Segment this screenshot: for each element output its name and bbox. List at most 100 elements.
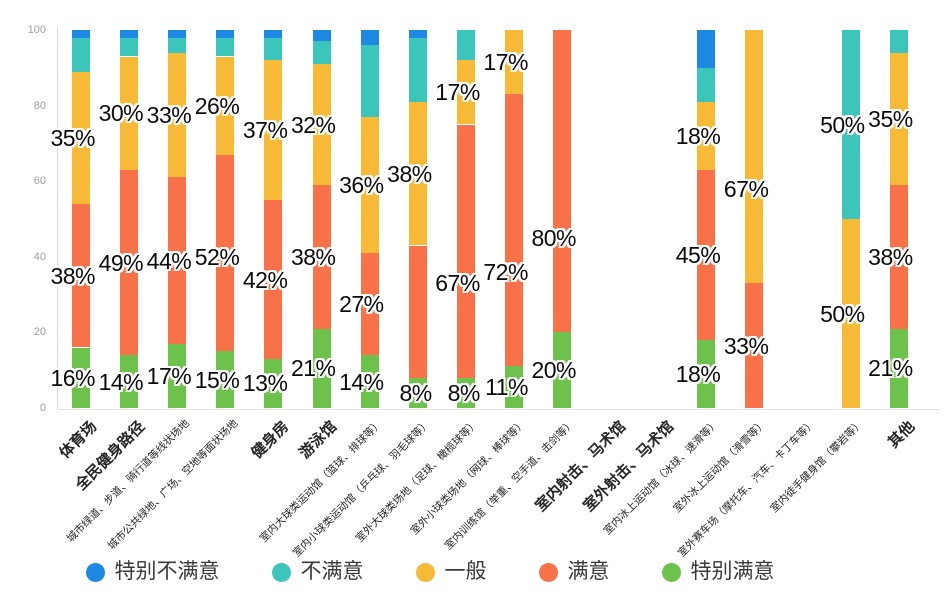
legend-label: 满意: [567, 560, 610, 583]
legend-label: 一般: [444, 560, 487, 583]
data-label: 26%: [194, 92, 240, 119]
bar-segment-satisfied: [168, 177, 187, 344]
legend-item-very-dissatisfied[interactable]: 特别不满意: [85, 560, 220, 584]
bar-segment-very-dissatisfied: [312, 30, 331, 42]
data-label: 30%: [98, 100, 144, 127]
bar-segment-dissatisfied: [312, 41, 331, 64]
data-label: 17%: [483, 49, 528, 76]
data-label: 38%: [387, 160, 432, 187]
bar-segment-neutral: [889, 52, 908, 185]
bar-segment-very-satisfied: [553, 332, 571, 408]
bar-segment-neutral: [72, 71, 90, 204]
data-label: 50%: [820, 300, 865, 327]
bar-segment-satisfied: [408, 245, 427, 378]
bar-segment-dissatisfied: [120, 37, 139, 57]
y-axis-tick-label: 60: [33, 175, 46, 188]
data-label: 18%: [675, 361, 721, 387]
bar-segment-satisfied: [697, 169, 716, 340]
y-axis-tick-label: 80: [33, 99, 46, 112]
y-axis-tick-label: 20: [33, 326, 46, 339]
x-axis-category-label: 其他: [884, 418, 918, 452]
bar-segment-very-dissatisfied: [360, 30, 379, 46]
data-label: 14%: [98, 368, 144, 395]
bar-segment-satisfied: [312, 185, 331, 329]
legend-item-satisfied[interactable]: 满意: [538, 560, 610, 584]
bar-segment-neutral: [456, 60, 475, 125]
bar-segment-very-satisfied: [456, 377, 475, 408]
data-label: 67%: [435, 270, 480, 297]
legend-color-dot-satisfied: [538, 562, 558, 582]
bar-segment-very-satisfied: [697, 340, 716, 408]
legend-item-neutral[interactable]: 一般: [415, 560, 487, 584]
data-label: 15%: [194, 366, 240, 393]
bar-segment-very-dissatisfied: [264, 30, 283, 38]
bar-segment-dissatisfied: [889, 30, 908, 53]
data-label: 35%: [50, 124, 95, 151]
bar-segment-dissatisfied: [168, 37, 187, 53]
data-label: 16%: [50, 364, 95, 391]
data-label: 33%: [146, 102, 192, 129]
bar-segment-very-dissatisfied: [72, 30, 90, 38]
bar-segment-satisfied: [216, 154, 235, 352]
data-label: 72%: [483, 258, 528, 285]
data-label: 50%: [820, 111, 865, 138]
x-axis-category-label: 室内徒手健身馆（攀岩等）: [767, 417, 866, 515]
x-axis-line: [57, 409, 940, 410]
bar-segment-neutral: [841, 219, 860, 408]
y-axis-tick-label: 0: [39, 402, 46, 414]
data-label: 38%: [868, 243, 913, 270]
legend-label: 不满意: [300, 560, 364, 583]
data-label: 8%: [399, 379, 432, 406]
data-label: 37%: [242, 117, 288, 144]
data-label: 35%: [868, 105, 913, 132]
legend-color-dot-neutral: [415, 562, 435, 582]
bar-segment-satisfied: [120, 169, 139, 356]
chart-legend: 特别不满意 不满意 一般 满意 特别满意: [0, 560, 860, 584]
bar-segment-dissatisfied: [216, 37, 235, 57]
data-label: 11%: [485, 374, 528, 401]
bar-segment-neutral: [745, 30, 764, 284]
bar-segment-satisfied: [889, 185, 908, 329]
data-label: 13%: [242, 370, 288, 397]
bar-segment-very-satisfied: [120, 355, 139, 408]
bar-segment-dissatisfied: [72, 37, 90, 72]
bar-segment-dissatisfied: [697, 67, 716, 102]
data-label: 45%: [675, 241, 721, 268]
bar-segment-satisfied: [504, 94, 523, 367]
bar-segment-satisfied: [456, 124, 475, 378]
legend-item-dissatisfied[interactable]: 不满意: [271, 560, 364, 584]
legend-item-very-satisfied[interactable]: 特别满意: [661, 560, 775, 584]
legend-label: 特别不满意: [114, 560, 220, 583]
bar-segment-very-satisfied: [889, 328, 908, 408]
bar-segment-dissatisfied: [264, 37, 283, 61]
bar-segment-neutral: [504, 30, 523, 95]
bar-segment-neutral: [216, 56, 235, 155]
bar-segment-very-satisfied: [360, 355, 379, 408]
legend-color-dot-very-satisfied: [661, 562, 681, 582]
y-axis-tick-label: 40: [33, 250, 46, 263]
bar-segment-dissatisfied: [456, 30, 475, 61]
data-label: 52%: [194, 243, 240, 270]
legend-color-dot-dissatisfied: [271, 562, 291, 582]
data-label: 32%: [290, 111, 336, 138]
bar-segment-neutral: [120, 56, 139, 170]
bar-segment-neutral: [360, 116, 379, 253]
bar-segment-neutral: [697, 101, 716, 170]
bar-segment-very-dissatisfied: [168, 30, 187, 38]
bar-segment-very-dissatisfied: [216, 30, 235, 38]
y-axis-tick-label: 100: [27, 24, 46, 36]
bar-segment-satisfied: [264, 200, 283, 359]
bar-segment-dissatisfied: [360, 45, 379, 117]
bar-segment-very-satisfied: [216, 351, 235, 408]
legend-color-dot-very-dissatisfied: [85, 562, 105, 582]
bar-segment-neutral: [312, 64, 331, 185]
bar-segment-very-satisfied: [264, 358, 283, 408]
data-label: 20%: [531, 357, 576, 384]
data-label: 17%: [435, 79, 480, 106]
data-label: 38%: [50, 262, 95, 289]
data-label: 49%: [98, 249, 144, 276]
y-axis-line: [57, 28, 58, 410]
data-label: 27%: [339, 291, 384, 318]
bar-segment-neutral: [264, 60, 283, 201]
data-label: 21%: [290, 355, 336, 382]
